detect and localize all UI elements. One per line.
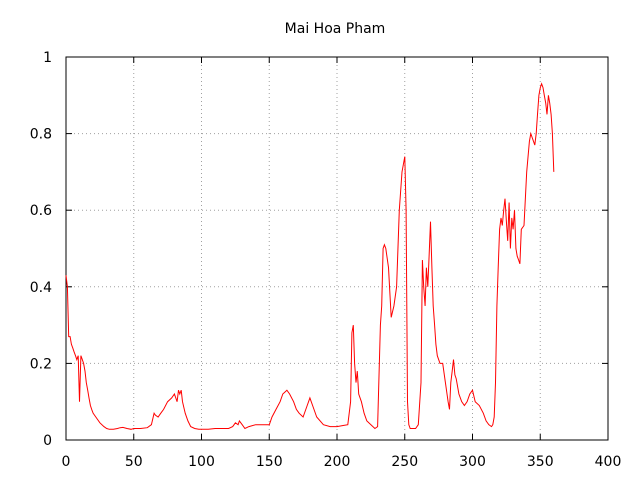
axis-ticks — [65, 56, 609, 441]
chart-title: Mai Hoa Pham — [285, 21, 386, 37]
x-tick-label: 0 — [62, 454, 71, 470]
x-tick-label: 300 — [459, 454, 486, 470]
y-tick-label: 0.8 — [30, 127, 52, 143]
y-tick-label: 0.6 — [30, 203, 52, 219]
x-tick-label: 150 — [256, 454, 283, 470]
x-tick-label: 50 — [125, 454, 143, 470]
tick-labels: 0 50 100 150 200 250 300 350 400 0 0.2 0.4 0.6 0.8 1 — [30, 50, 622, 470]
grid-lines — [66, 57, 608, 440]
y-tick-label: 0.2 — [30, 356, 52, 372]
x-tick-label: 250 — [391, 454, 418, 470]
y-tick-label: 0 — [43, 433, 52, 449]
y-tick-label: 0.4 — [30, 280, 52, 296]
series-line — [65, 82, 555, 430]
x-tick-label: 200 — [324, 454, 351, 470]
plot-frame — [65, 56, 609, 441]
series-layer — [65, 82, 555, 430]
x-tick-label: 100 — [188, 454, 215, 470]
x-tick-label: 350 — [527, 454, 554, 470]
y-tick-label: 1 — [43, 50, 52, 66]
x-tick-label: 400 — [595, 454, 622, 470]
